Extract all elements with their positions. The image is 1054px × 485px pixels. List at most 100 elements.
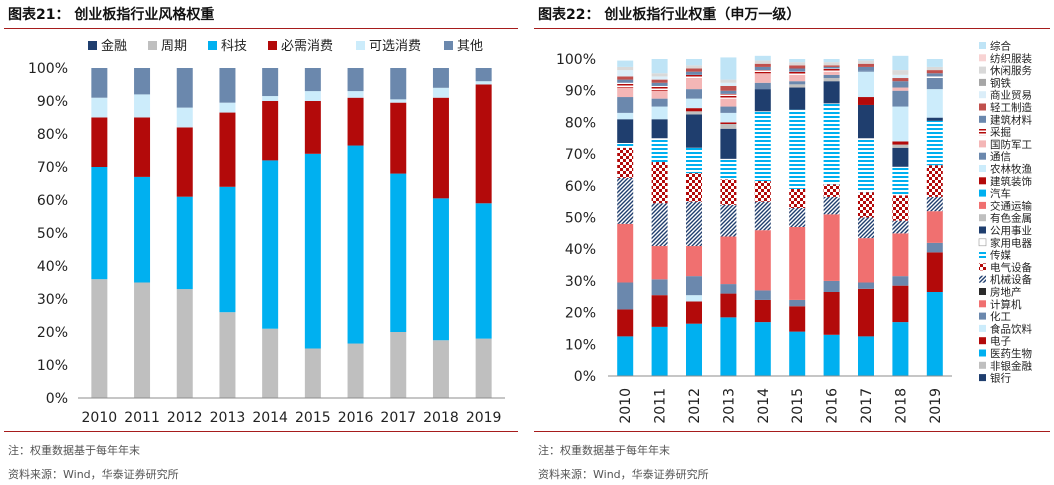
legend-item: 建筑材料 xyxy=(979,113,1032,126)
legend-swatch xyxy=(979,152,986,160)
x-tick-label: 2010 xyxy=(82,410,118,426)
bar-segment xyxy=(686,89,702,99)
bar-segment xyxy=(651,76,668,80)
bar-segment xyxy=(720,85,737,91)
legend-item: 采掘 xyxy=(979,126,1011,139)
legend-item: 银行 xyxy=(979,372,1011,385)
bar-segment xyxy=(789,74,806,82)
bar-segment xyxy=(754,63,771,67)
bar-segment xyxy=(651,246,668,280)
bar-segment xyxy=(475,84,492,204)
bar-segment xyxy=(432,340,449,398)
legend-label: 农林牧渔 xyxy=(990,163,1032,176)
bar-segment xyxy=(892,70,909,75)
legend-item: 周期 xyxy=(148,39,187,54)
bar-segment xyxy=(754,73,771,83)
bar-segment xyxy=(754,299,771,323)
bar-segment xyxy=(617,82,634,88)
bar-segment xyxy=(347,68,364,92)
bar-segment xyxy=(304,153,321,349)
legend-item: 机械设备 xyxy=(979,273,1032,286)
legend-label: 家用电器 xyxy=(990,236,1032,249)
bar-segment xyxy=(686,295,702,302)
legend-label: 金融 xyxy=(101,38,127,54)
bar-segment xyxy=(432,68,449,88)
bar-segment xyxy=(686,74,702,79)
y-tick-label: 20% xyxy=(37,325,68,341)
y-tick-label: 80% xyxy=(565,115,596,131)
chart-note: 注：权重数据基于每年年末 xyxy=(538,444,670,457)
legend-swatch xyxy=(978,238,987,247)
legend-label: 电气设备 xyxy=(990,261,1032,274)
legend-item: 交通运输 xyxy=(979,199,1032,212)
legend-label: 科技 xyxy=(221,39,247,54)
bar-segment xyxy=(720,90,737,94)
chart-title: 图表22： 创业板指行业权重（申万一级） xyxy=(538,7,801,23)
bar-segment xyxy=(432,198,449,341)
bar-segment xyxy=(617,309,634,337)
bar-segment xyxy=(926,70,943,74)
bar-segment xyxy=(262,96,279,101)
legend-swatch xyxy=(979,140,986,148)
legend-label: 建筑装饰 xyxy=(990,175,1032,188)
bar-segment xyxy=(134,176,151,283)
legend-label: 汽车 xyxy=(990,187,1011,200)
legend-label: 周期 xyxy=(161,39,187,54)
bar-segment xyxy=(432,97,449,199)
legend-item: 传媒 xyxy=(979,249,1011,262)
legend-label: 医药生物 xyxy=(990,347,1032,360)
title-rule xyxy=(534,28,1050,29)
bar-segment xyxy=(789,68,806,72)
bar-segment xyxy=(176,196,193,290)
bar-segment xyxy=(617,336,634,376)
legend-swatch xyxy=(979,337,986,345)
legend-item: 综合 xyxy=(979,40,1011,53)
bar-segment xyxy=(720,93,737,99)
legend-label: 银行 xyxy=(990,372,1011,385)
legend-label: 钢铁 xyxy=(990,76,1011,89)
legend-swatch xyxy=(88,41,97,50)
bar-segment xyxy=(892,81,909,88)
bar-segment xyxy=(304,101,321,154)
bar-segment xyxy=(720,236,737,285)
bar-segment xyxy=(858,104,874,139)
bar-segment xyxy=(858,138,874,193)
bar-segment xyxy=(926,73,943,77)
bar-segment xyxy=(858,97,874,105)
legend-label: 国防军工 xyxy=(990,138,1032,151)
legend-item: 食品饮料 xyxy=(979,322,1032,335)
bar-segment xyxy=(754,290,771,300)
legend-swatch xyxy=(979,300,986,308)
bar-segment xyxy=(651,203,668,247)
bar-segment xyxy=(219,186,236,313)
legend-item: 商业贸易 xyxy=(979,89,1032,102)
legend-label: 非银金融 xyxy=(990,359,1032,372)
bar-segment xyxy=(858,71,874,98)
bar-segment xyxy=(789,306,806,332)
legend-swatch xyxy=(979,226,986,234)
legend-label: 综合 xyxy=(990,40,1011,53)
bar-segment xyxy=(892,276,909,286)
bar-segment xyxy=(617,143,634,148)
bar-segment xyxy=(720,82,737,86)
legend-label: 纺织服装 xyxy=(990,52,1032,65)
legend-item: 必需消费 xyxy=(268,39,333,54)
bar-segment xyxy=(617,60,634,67)
footer-rule xyxy=(4,431,518,432)
bar-segment xyxy=(651,138,668,163)
bar-segment xyxy=(390,68,407,100)
bar-segment xyxy=(926,89,943,118)
bar-segment xyxy=(892,195,909,221)
bar-segment xyxy=(720,158,737,180)
y-tick-label: 0% xyxy=(46,391,68,407)
legend-item: 建筑装饰 xyxy=(979,175,1032,188)
legend-swatch xyxy=(979,103,986,111)
chart-note: 注：权重数据基于每年年末 xyxy=(8,444,140,457)
legend-item: 有色金属 xyxy=(979,212,1032,225)
bar-segment xyxy=(686,98,702,109)
bar-segment xyxy=(823,103,840,185)
bar-segment xyxy=(134,94,151,118)
bar-segment xyxy=(823,59,840,63)
y-tick-label: 90% xyxy=(565,84,596,100)
y-tick-label: 60% xyxy=(37,193,68,209)
